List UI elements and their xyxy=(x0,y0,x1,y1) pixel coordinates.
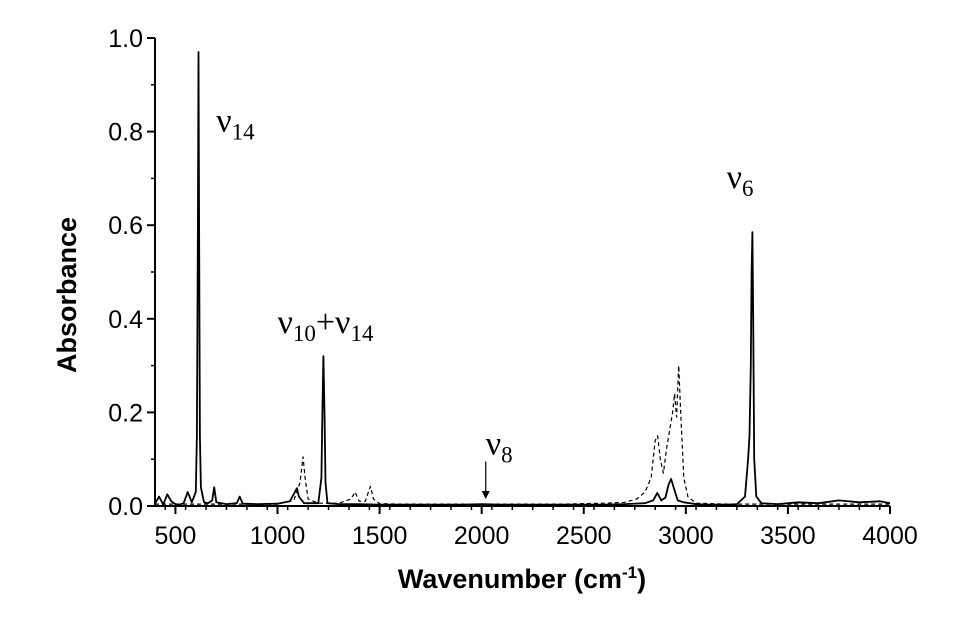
x-tick-label: 3500 xyxy=(760,522,816,550)
peak-annotation: ν14 xyxy=(216,103,255,145)
annotation-arrow-head xyxy=(481,490,490,499)
y-tick-label: 0.2 xyxy=(108,399,143,427)
y-axis-title: Absorbance xyxy=(52,217,82,373)
series-layer xyxy=(154,51,891,506)
peak-subscript: 10 xyxy=(293,321,316,346)
peak-subscript: 6 xyxy=(742,176,754,201)
x-axis-title-sup: -1 xyxy=(622,563,637,582)
y-tick-label: 0.4 xyxy=(108,306,143,334)
x-tick-label: 500 xyxy=(155,522,197,550)
peak-subscript: 8 xyxy=(501,443,513,468)
peak-annotation: ν6 xyxy=(727,159,754,201)
peak-annotation: ν8 xyxy=(486,426,513,468)
x-tick-label: 1000 xyxy=(250,522,306,550)
y-ticks: 0.0 0.2 0.4 0.6 0.8 1.0 xyxy=(108,25,155,521)
plot-area xyxy=(154,38,890,507)
x-tick-label: 2000 xyxy=(454,522,510,550)
peak-symbol: ν xyxy=(486,426,501,463)
peak-annotation: ν10+ν14 xyxy=(278,304,374,346)
peak-symbol: ν xyxy=(278,304,293,341)
y-tick-label: 1.0 xyxy=(108,25,143,53)
y-tick-label: 0.0 xyxy=(108,493,143,521)
y-tick-label: 0.6 xyxy=(108,212,143,240)
spectrum-line-solid xyxy=(154,51,891,506)
x-axis-title-main: Wavenumber (cm xyxy=(398,564,622,594)
peak-plus-symbol: +ν xyxy=(316,304,351,341)
x-tick-label: 4000 xyxy=(862,522,918,550)
spectrum-line-dashed xyxy=(155,365,890,505)
x-tick-label: 2500 xyxy=(556,522,612,550)
peak-subscript: 14 xyxy=(350,321,374,346)
x-tick-label: 3000 xyxy=(658,522,714,550)
peak-symbol: ν xyxy=(727,159,742,196)
x-axis-title-close: ) xyxy=(637,564,646,594)
x-ticks: 500 1000 1500 2000 2500 3000 3500 4000 xyxy=(155,506,918,550)
peak-subscript: 14 xyxy=(232,120,256,145)
peak-symbol: ν xyxy=(216,103,231,140)
x-tick-label: 1500 xyxy=(352,522,408,550)
y-tick-label: 0.8 xyxy=(108,119,143,147)
x-axis-title: Wavenumber (cm-1) xyxy=(398,563,646,594)
